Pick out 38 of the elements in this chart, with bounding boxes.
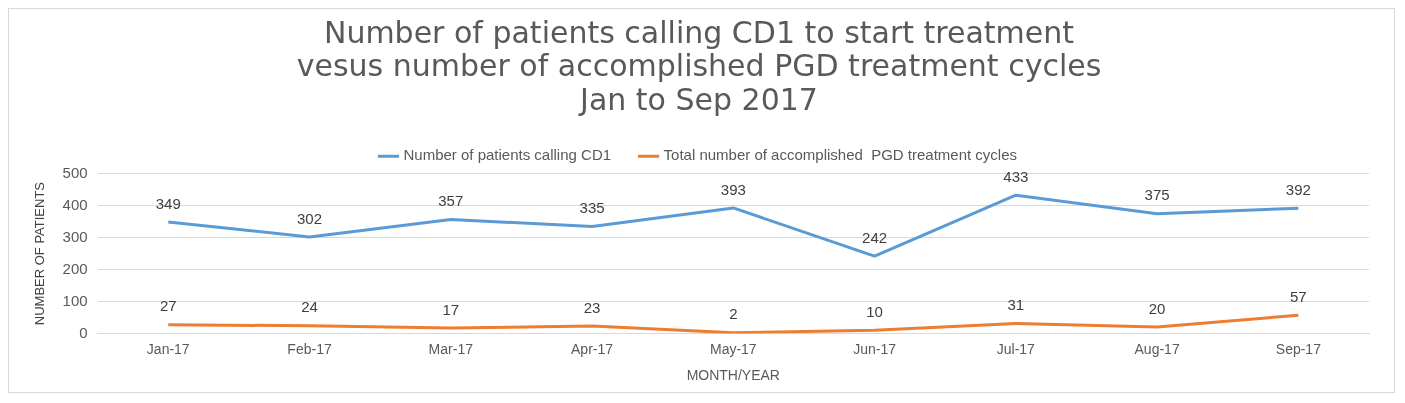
x-tick-label: Sep-17 xyxy=(1275,340,1322,357)
data-label: 23 xyxy=(583,298,601,316)
x-tick-label: Feb-17 xyxy=(287,340,332,357)
data-label: 10 xyxy=(866,302,883,320)
data-label: 2 xyxy=(729,305,738,323)
data-label: 302 xyxy=(297,209,323,227)
data-label: 392 xyxy=(1285,180,1311,198)
y-tick-label: 200 xyxy=(62,259,88,277)
data-label: 357 xyxy=(438,192,464,210)
data-label: 20 xyxy=(1148,299,1166,317)
legend-label: Total number of accomplished PGD treatment cycles xyxy=(663,146,1018,164)
data-label: 31 xyxy=(1007,296,1025,314)
x-tick-label: May-17 xyxy=(709,340,757,357)
data-label: 17 xyxy=(442,300,460,318)
data-label: 24 xyxy=(301,298,318,316)
y-tick-label: 100 xyxy=(62,291,88,309)
y-tick-label: 400 xyxy=(62,195,88,213)
x-tick-label: Jan-17 xyxy=(146,340,190,357)
x-tick-label: Aug-17 xyxy=(1134,340,1180,357)
data-label: 242 xyxy=(862,228,888,246)
chart-title: Number of patients calling CD1 to start treatment vesus number of accomplished PGD treatment cycles Jan to Sep 2017 xyxy=(296,14,1102,117)
data-label: 27 xyxy=(159,297,177,315)
data-label: 349 xyxy=(155,194,181,212)
y-axis-title: NUMBER OF PATIENTS xyxy=(32,181,48,326)
data-label: 57 xyxy=(1290,287,1307,305)
data-label: 393 xyxy=(720,180,746,198)
x-tick-label: Mar-17 xyxy=(428,340,474,357)
data-label: 375 xyxy=(1144,186,1170,204)
y-tick-label: 0 xyxy=(79,323,88,341)
x-tick-label: Jul-17 xyxy=(996,340,1036,357)
data-label: 335 xyxy=(579,199,605,217)
x-tick-label: Jun-17 xyxy=(853,340,897,357)
y-tick-label: 500 xyxy=(62,163,88,181)
x-axis-title: MONTH/YEAR xyxy=(686,367,780,384)
legend-label: Number of patients calling CD1 xyxy=(403,146,612,164)
y-tick-label: 300 xyxy=(62,227,88,245)
data-label: 433 xyxy=(1003,167,1029,185)
x-tick-label: Apr-17 xyxy=(571,340,614,357)
